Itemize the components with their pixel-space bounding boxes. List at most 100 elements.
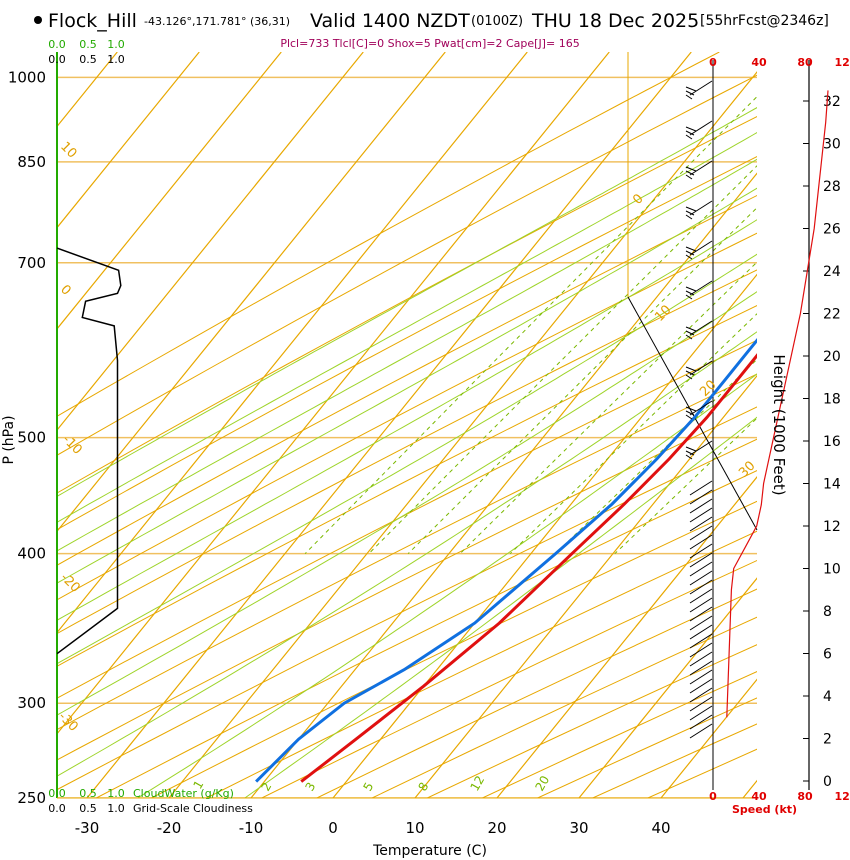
wind-barb-icon xyxy=(689,489,713,505)
dry-adiabat-line xyxy=(57,406,757,761)
wind-barb-icon xyxy=(685,360,713,380)
pressure-tick-label: 300 xyxy=(17,694,46,712)
wind-barb-icon xyxy=(689,480,713,496)
wind-barb-icon xyxy=(685,400,713,420)
speed-label: Speed (kt) xyxy=(732,803,797,816)
wind-barb-icon xyxy=(689,597,713,613)
moist-adiabat-line xyxy=(57,253,757,665)
isotherm-line xyxy=(57,52,528,634)
isotherm-label: 20 xyxy=(697,378,719,400)
y-axis-label: P (hPa) xyxy=(1,415,17,464)
speed-tick-label-bottom: 80 xyxy=(797,790,813,803)
wind-speed-curve xyxy=(726,90,829,718)
wind-barb-icon xyxy=(685,80,713,100)
height-tick-label: 26 xyxy=(823,222,841,238)
mixing-ratio-line xyxy=(407,207,757,555)
height-tick-label: 0 xyxy=(823,774,832,790)
wind-barb-icon xyxy=(689,525,713,541)
wind-barb-icon xyxy=(685,240,713,260)
cloudwater-tick-bottom: 1.0 xyxy=(107,787,125,800)
station-coords: -43.126°,171.781° (36,31) xyxy=(144,15,290,28)
wind-barb-icon xyxy=(685,280,713,300)
pressure-tick-label: 250 xyxy=(17,789,46,807)
utc-time: (0100Z) xyxy=(471,14,523,29)
moist-adiabat-line xyxy=(57,331,757,777)
isotherm-line xyxy=(57,52,282,330)
wind-barb-icon xyxy=(685,440,713,460)
dry-adiabat-line xyxy=(206,530,757,798)
mixing-ratio-line xyxy=(368,165,757,555)
wind-barb-icon xyxy=(689,570,713,586)
speed-tick-label-bottom: 0 xyxy=(709,790,717,803)
cloudiness-tick-top: 0.5 xyxy=(79,53,97,66)
pressure-tick-label: 400 xyxy=(17,545,46,563)
isotherm-line xyxy=(496,476,757,798)
wind-barb-icon xyxy=(689,678,713,694)
wind-barb-icon xyxy=(689,552,713,568)
wind-barb-icon xyxy=(685,200,713,220)
height-tick-label: 6 xyxy=(823,647,832,663)
height-tick-label: 30 xyxy=(823,137,841,153)
temperature-tick-label: 0 xyxy=(328,819,338,837)
wind-barb-icon xyxy=(689,660,713,676)
wind-barb-icon xyxy=(689,669,713,685)
mixing-ratio-line xyxy=(304,95,757,555)
temperature-tick-label: -30 xyxy=(75,819,100,837)
wind-barb-icon xyxy=(689,633,713,649)
speed-tick-label-top: 80 xyxy=(797,56,813,69)
dry-adiabat-label: 0 xyxy=(57,282,73,298)
height-tick-label: 28 xyxy=(823,179,841,195)
dry-adiabat-line xyxy=(57,194,757,566)
cloudwater-tick-top: 0.0 xyxy=(48,38,66,51)
dry-adiabat-line xyxy=(57,304,757,667)
dry-adiabat-line xyxy=(96,469,757,798)
isotherm-line xyxy=(57,52,200,229)
temperature-tick-label: 10 xyxy=(405,819,424,837)
dry-adiabat-line xyxy=(57,269,757,635)
speed-tick-label-top: 120 xyxy=(835,56,850,69)
cloudwater-tick-bottom: 0.0 xyxy=(48,787,66,800)
dewpoint-curve xyxy=(255,337,757,783)
temperature-tick-label: -10 xyxy=(239,819,264,837)
moist-adiabat-line xyxy=(57,107,757,497)
pressure-tick-label: 700 xyxy=(17,254,46,272)
wind-barb-icon xyxy=(689,534,713,550)
mixing-ratio-label: 8 xyxy=(415,780,431,794)
height-tick-label: 32 xyxy=(823,94,841,110)
pressure-tick-label: 850 xyxy=(17,153,46,171)
wind-barb-icon xyxy=(689,687,713,703)
dry-adiabat-line xyxy=(151,500,757,798)
station-dot-icon xyxy=(34,16,42,24)
mixing-ratio-label: 3 xyxy=(302,780,318,794)
mixing-ratio-label: 5 xyxy=(360,780,376,794)
height-tick-label: 4 xyxy=(823,689,832,705)
isotherm-line xyxy=(57,52,610,735)
height-tick-label: 12 xyxy=(823,519,841,535)
dry-adiabat-line xyxy=(592,723,757,798)
wind-barb-icon xyxy=(689,606,713,622)
isotherm-label: 0 xyxy=(630,191,646,207)
wind-barb-icon xyxy=(689,642,713,658)
isotherm-line xyxy=(742,779,757,798)
isotherm-label: 30 xyxy=(736,459,758,481)
wind-barb-icon xyxy=(689,723,713,739)
dry-adiabat-line xyxy=(57,373,757,731)
valid-time: Valid 1400 NZDT xyxy=(310,10,470,32)
cloudwater-label: CloudWater (g/Kg) xyxy=(133,787,234,800)
dry-adiabat-line xyxy=(57,156,757,531)
dry-adiabat-line xyxy=(57,74,757,456)
station-name: Flock_Hill xyxy=(48,10,137,32)
wind-barb-icon xyxy=(689,714,713,730)
wind-barb-icon xyxy=(689,498,713,514)
cloudiness-tick-bottom: 0.0 xyxy=(48,802,66,815)
temperature-tick-label: 40 xyxy=(651,819,670,837)
isotherm-line xyxy=(168,71,757,798)
mixing-ratio-label: 20 xyxy=(532,773,552,793)
dry-adiabat-line xyxy=(57,115,757,494)
moist-adiabat-line xyxy=(57,187,757,584)
cloudiness-tick-bottom: 0.5 xyxy=(79,802,97,815)
cloudwater-tick-top: 0.5 xyxy=(79,38,97,51)
wind-barb-icon xyxy=(685,120,713,140)
cloudiness-tick-top: 1.0 xyxy=(107,53,125,66)
